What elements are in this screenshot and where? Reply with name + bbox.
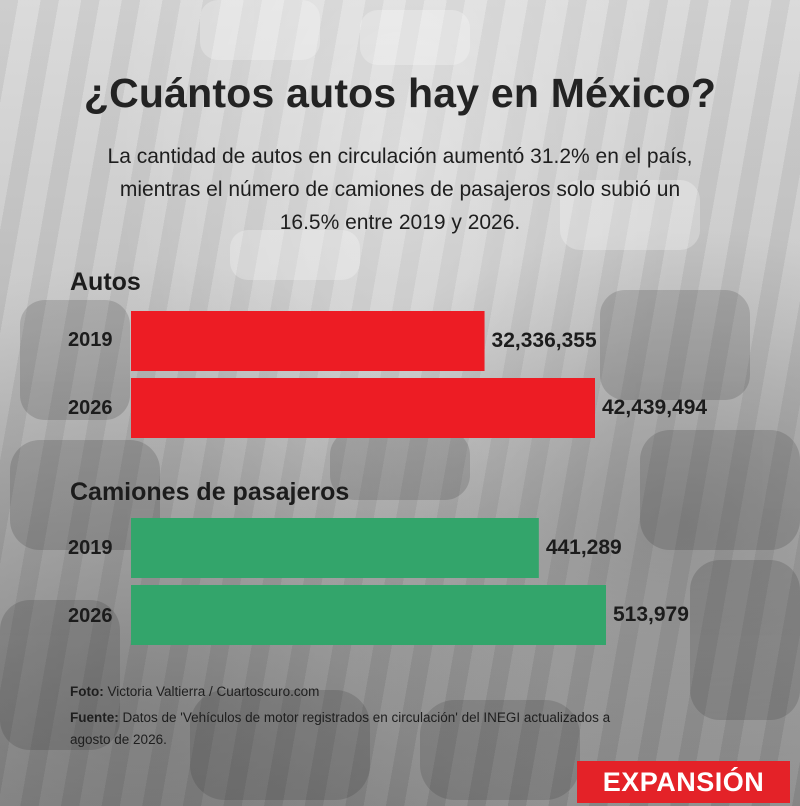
autos-bar-2026 bbox=[131, 378, 595, 438]
autos-chart-title: Autos bbox=[70, 268, 141, 296]
source-text-line2: agosto de 2026. bbox=[70, 732, 167, 747]
source-text-line1: Datos de 'Vehículos de motor registrados… bbox=[122, 710, 611, 725]
autos-year-label-2019: 2019 bbox=[68, 329, 113, 351]
photo-credit-text: Victoria Valtierra / Cuartoscuro.com bbox=[107, 684, 320, 699]
camiones-year-label-2019: 2019 bbox=[68, 537, 113, 559]
expansion-logo[interactable]: EXPANSIÓN bbox=[577, 761, 790, 803]
camiones-value-label-2026: 513,979 bbox=[613, 603, 689, 626]
subtitle-line: 16.5% entre 2019 y 2026. bbox=[279, 211, 521, 234]
photo-credit-label: Foto: bbox=[70, 684, 104, 699]
source-label: Fuente: bbox=[70, 710, 119, 725]
camiones-chart-title: Camiones de pasajeros bbox=[70, 478, 350, 506]
camiones-bar-2026 bbox=[131, 585, 606, 645]
source-credit: Fuente: Datos de 'Vehículos de motor reg… bbox=[70, 707, 750, 751]
camiones-year-label-2026: 2026 bbox=[68, 605, 113, 627]
autos-bar-2019 bbox=[131, 311, 485, 371]
photo-credit: Foto: Victoria Valtierra / Cuartoscuro.c… bbox=[70, 681, 319, 703]
autos-year-label-2026: 2026 bbox=[68, 397, 113, 419]
subtitle-line: mientras el número de camiones de pasaje… bbox=[119, 178, 681, 201]
page-title: ¿Cuántos autos hay en México? bbox=[83, 70, 717, 116]
subtitle-line: La cantidad de autos en circulación aume… bbox=[107, 145, 693, 168]
autos-value-label-2026: 42,439,494 bbox=[602, 396, 708, 419]
autos-value-label-2019: 32,336,355 bbox=[491, 329, 597, 352]
camiones-value-label-2019: 441,289 bbox=[545, 536, 622, 559]
camiones-bar-2019 bbox=[131, 518, 539, 578]
subtitle: La cantidad de autos en circulación aume… bbox=[40, 140, 760, 239]
